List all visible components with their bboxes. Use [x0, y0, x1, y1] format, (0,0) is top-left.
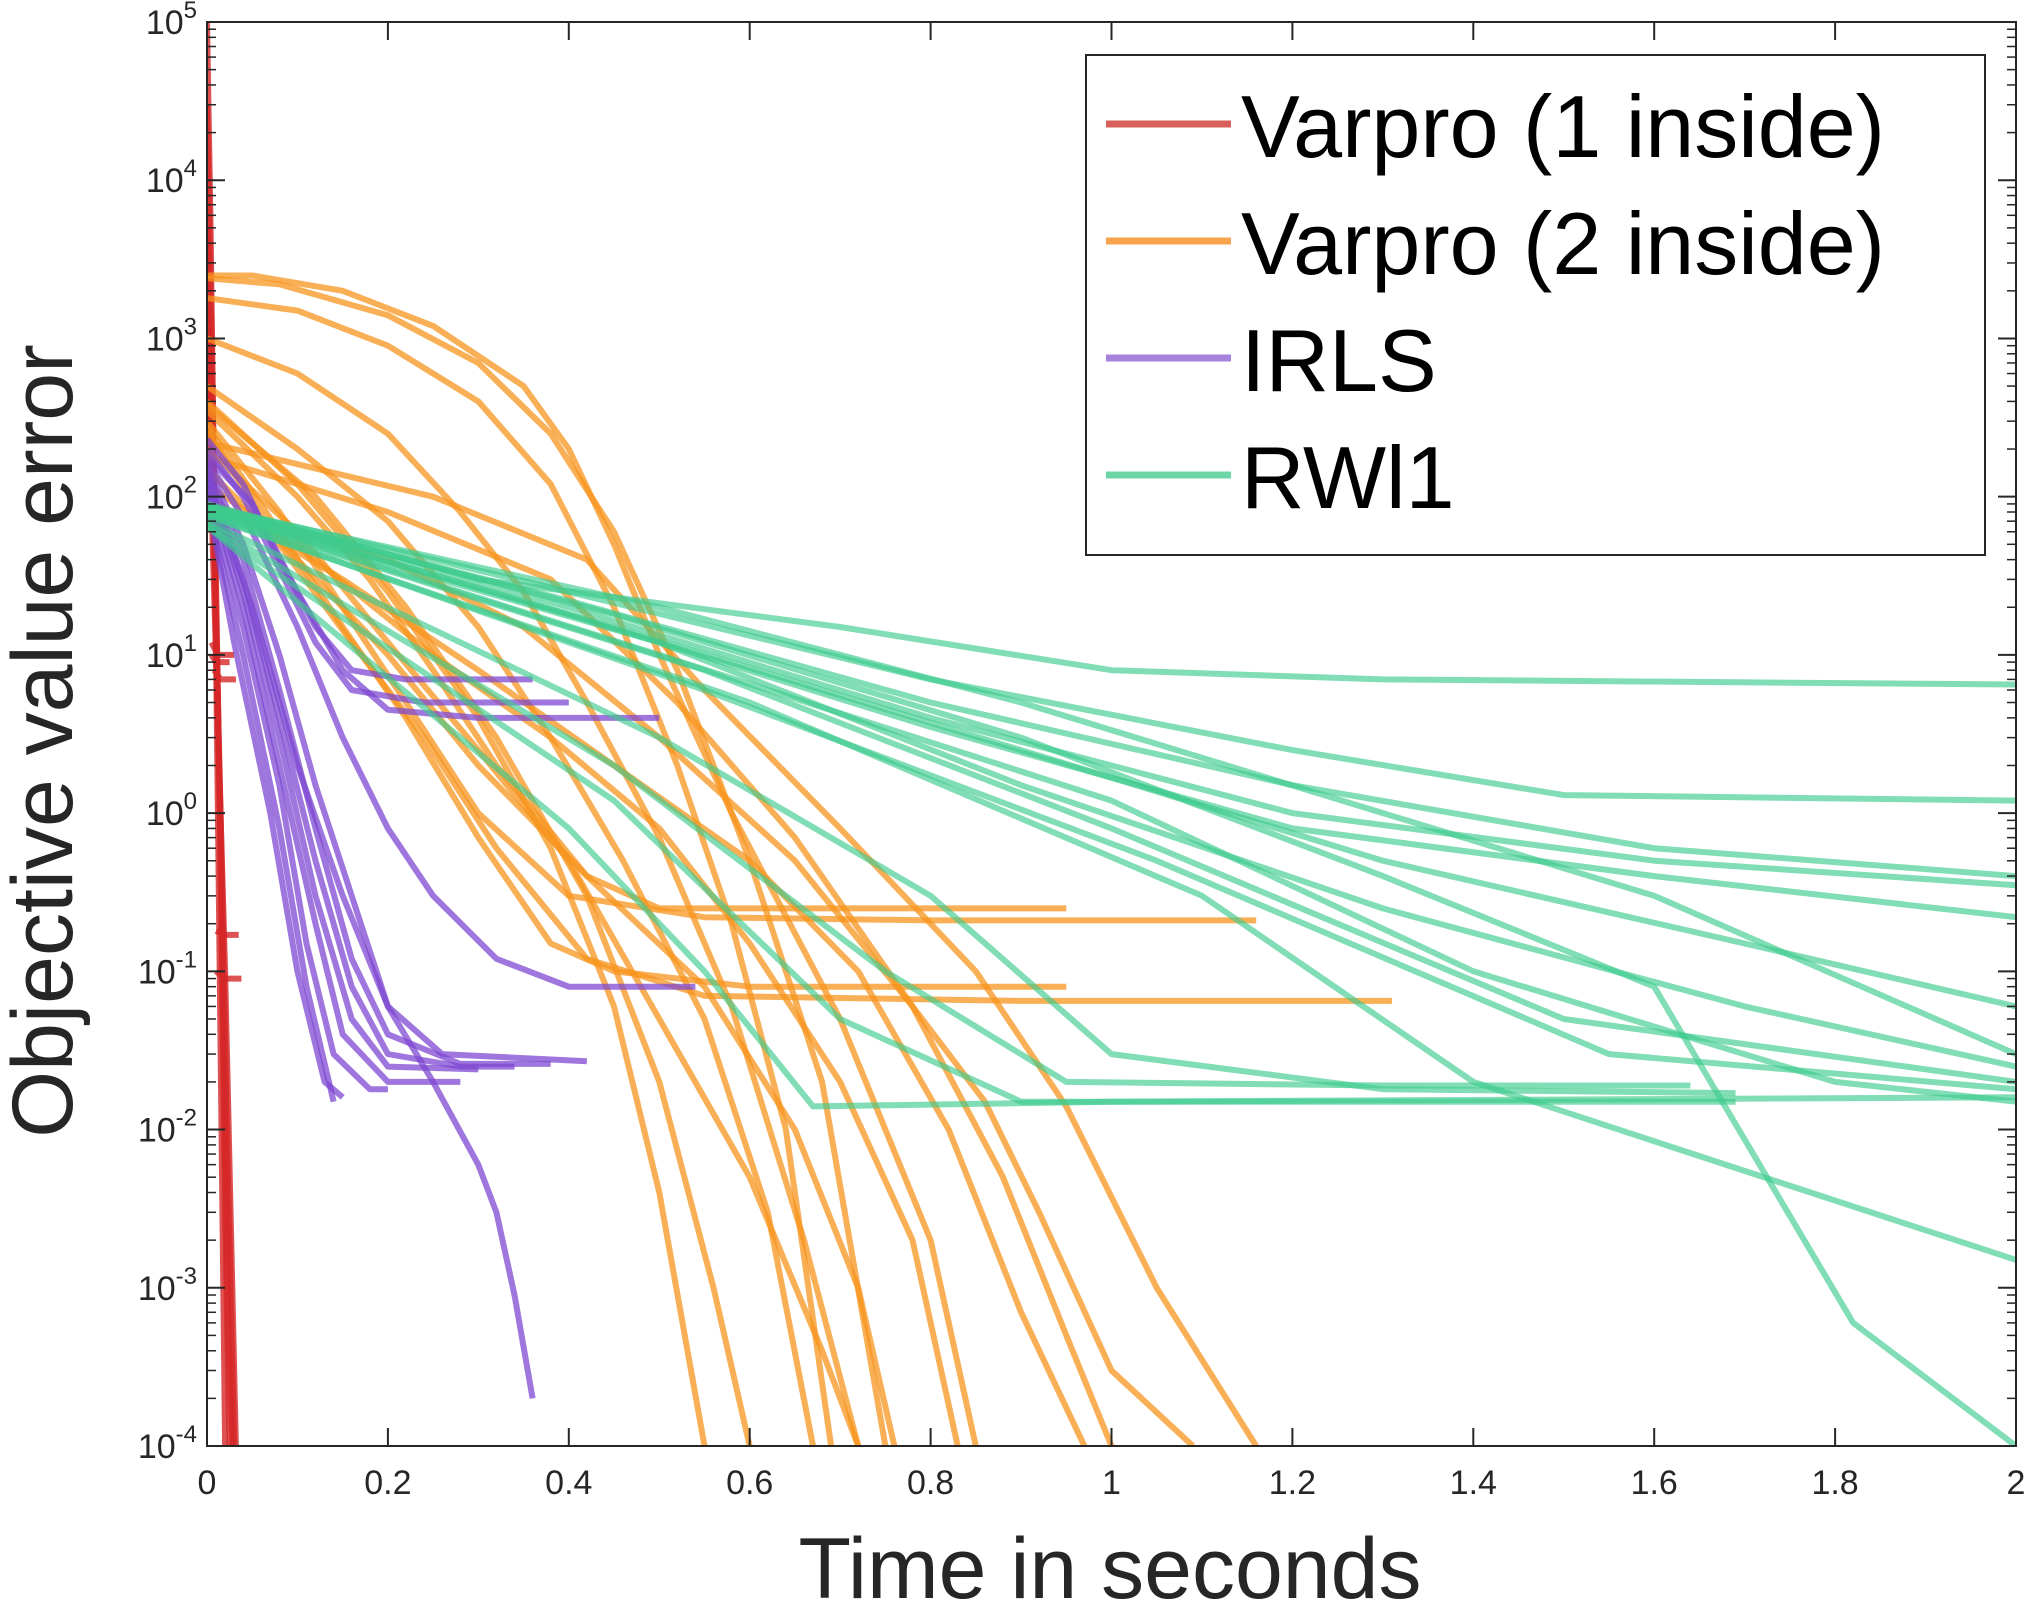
legend-label: IRLS [1241, 311, 1437, 410]
y-tick-label: 10-2 [138, 1105, 197, 1150]
series-line-irls-10 [207, 489, 388, 1093]
plot-lines [207, 22, 2016, 1446]
y-tick-label: 100 [146, 788, 197, 833]
series-line-rwl1-13 [207, 520, 1691, 1089]
y-tick-label: 102 [146, 472, 197, 517]
series-line-varpro-1-inside-10 [214, 968, 242, 982]
y-axis-ticks: 10-4 10-3 10-2 10-1 100 101 102 103 104 105 [138, 0, 2016, 1466]
series-line-varpro-2-inside-4 [207, 335, 862, 1446]
y-tick-label: 104 [146, 155, 197, 200]
x-tick-label: 1.4 [1450, 1464, 1497, 1502]
legend-label: RWl1 [1241, 428, 1455, 527]
series-line-rwl1-12 [207, 518, 1736, 1097]
y-axis-label: Objective value error [0, 344, 91, 1137]
series-line-rwl1-11 [207, 513, 2016, 1263]
series-line-irls-8 [207, 477, 479, 1073]
series-line-irls-13 [207, 477, 536, 1399]
y-tick-label: 10-3 [138, 1263, 197, 1308]
series-line-irls-3 [207, 454, 660, 721]
series-line-varpro-2-inside-3 [207, 295, 835, 1446]
series-line-rwl1-2 [207, 502, 2016, 804]
series-varpro-2-inside [207, 272, 1392, 1446]
series-line-varpro-2-inside-2 [207, 275, 889, 1446]
x-tick-label: 2 [2007, 1464, 2025, 1502]
y-tick-label: 10-4 [138, 1421, 197, 1466]
legend: Varpro (1 inside) Varpro (2 inside) IRLS RW… [1085, 54, 1986, 556]
series-rwl1 [207, 501, 2016, 1446]
x-tick-label: 1.8 [1811, 1464, 1858, 1502]
series-line-varpro-2-inside-18 [207, 439, 1259, 1446]
series-line-rwl1-17 [207, 503, 2016, 1446]
series-line-irls-9 [207, 483, 461, 1085]
series-line-varpro-1-inside-9 [214, 928, 239, 938]
series-line-varpro-2-inside-13 [207, 466, 898, 1446]
x-axis-ticks: 0 0.2 0.4 0.6 0.8 1 1.2 1.4 1.6 1.8 2 [198, 22, 2025, 1502]
series-line-rwl1-16 [207, 504, 2016, 1057]
x-tick-label: 0.4 [545, 1464, 592, 1502]
x-tick-label: 0.2 [364, 1464, 411, 1502]
series-line-varpro-2-inside-11 [207, 402, 753, 1446]
series-line-varpro-1-inside-8 [211, 668, 236, 683]
series-line-rwl1-15 [207, 523, 2016, 1110]
x-tick-label: 0.6 [726, 1464, 773, 1502]
x-tick-label: 0.8 [907, 1464, 954, 1502]
x-tick-label: 1.6 [1631, 1464, 1678, 1502]
legend-box [1085, 54, 1986, 556]
series-line-varpro-2-inside-9 [207, 429, 1392, 1004]
x-tick-label: 1.2 [1269, 1464, 1316, 1502]
y-tick-label: 101 [146, 630, 197, 675]
series-line-varpro-2-inside-17 [207, 453, 1195, 1446]
series-line-rwl1-9 [207, 510, 2016, 1085]
y-tick-label: 105 [146, 0, 197, 42]
y-tick-label: 103 [146, 313, 197, 358]
legend-label: Varpro (2 inside) [1241, 194, 1885, 293]
series-line-irls-12 [207, 499, 337, 1103]
x-tick-label: 1 [1102, 1464, 1121, 1502]
series-line-varpro-1-inside-5 [207, 353, 239, 1446]
x-tick-label: 0 [198, 1464, 217, 1502]
series-line-rwl1-7 [207, 509, 2016, 1070]
legend-label: Varpro (1 inside) [1241, 77, 1885, 176]
x-axis-label: Time in seconds [799, 1521, 1422, 1617]
series-line-irls-6 [207, 467, 551, 1067]
series-irls [207, 437, 696, 1399]
series-line-rwl1-4 [207, 504, 2016, 889]
y-tick-label: 10-1 [138, 946, 197, 991]
